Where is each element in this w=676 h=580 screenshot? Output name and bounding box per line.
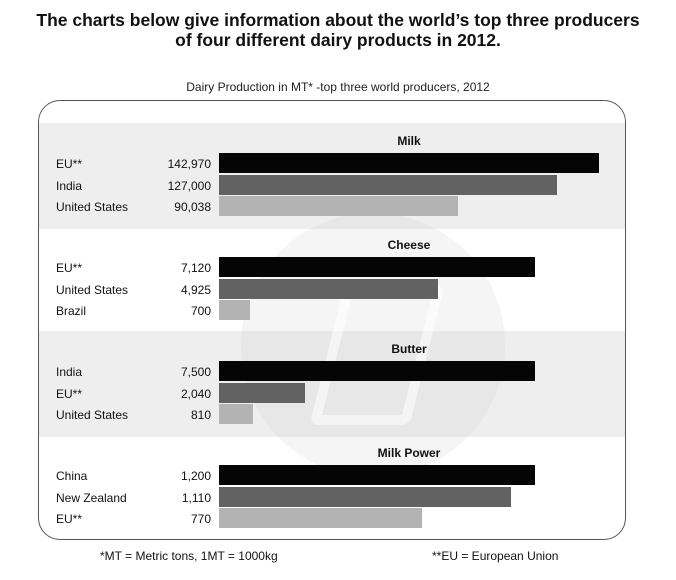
bar	[219, 196, 459, 216]
group-title-2: Butter	[391, 342, 427, 356]
bar	[219, 361, 535, 381]
group-title-0: Milk	[397, 134, 421, 148]
chart-title: Dairy Production in MT* -top three world…	[186, 80, 490, 94]
country-label: India	[56, 365, 83, 379]
bar	[219, 486, 512, 507]
value-label: 7,500	[180, 365, 211, 379]
bar	[219, 174, 557, 195]
footnote-eu: **EU = European Union	[432, 549, 559, 563]
country-label: United States	[56, 408, 129, 422]
value-label: 700	[190, 304, 211, 318]
bar	[219, 508, 422, 528]
page-headline: The charts below give information about …	[0, 10, 676, 50]
country-label: United States	[56, 200, 129, 214]
footnote-metric-tons: *MT = Metric tons, 1MT = 1000kg	[100, 549, 278, 563]
value-label: 2,040	[180, 386, 211, 401]
bar	[219, 404, 254, 424]
bar	[219, 278, 438, 299]
value-label: 7,120	[180, 261, 211, 275]
country-label: Brazil	[56, 304, 87, 318]
country-label: EU**	[56, 157, 83, 171]
value-label: 810	[190, 408, 211, 422]
headline-line-1: The charts below give information about …	[36, 10, 640, 30]
group-band-2	[39, 331, 625, 437]
value-label: 90,038	[174, 200, 211, 214]
country-label: United States	[56, 282, 129, 297]
value-label: 4,925	[180, 282, 211, 297]
group-title-3: Milk Power	[377, 446, 441, 460]
bar	[219, 257, 535, 277]
bar	[219, 153, 599, 173]
value-label: 770	[190, 512, 211, 526]
bar	[219, 382, 305, 403]
headline-line-2: of four different dairy products in 2012…	[175, 30, 501, 50]
value-label: 142,970	[167, 157, 211, 171]
value-label: 1,200	[180, 469, 211, 483]
group-title-1: Cheese	[387, 238, 431, 252]
country-label: New Zealand	[56, 490, 127, 505]
chart-frame: Milk EU** 142,970 India 127,000 United States…	[38, 100, 626, 540]
value-label: 1,110	[181, 490, 211, 505]
country-label: EU**	[56, 512, 83, 526]
country-label: EU**	[56, 261, 83, 275]
bar	[219, 465, 535, 485]
country-label: EU**	[56, 386, 83, 401]
country-label: China	[56, 469, 88, 483]
bar	[219, 300, 251, 320]
value-label: 127,000	[167, 178, 211, 193]
country-label: India	[56, 178, 83, 193]
